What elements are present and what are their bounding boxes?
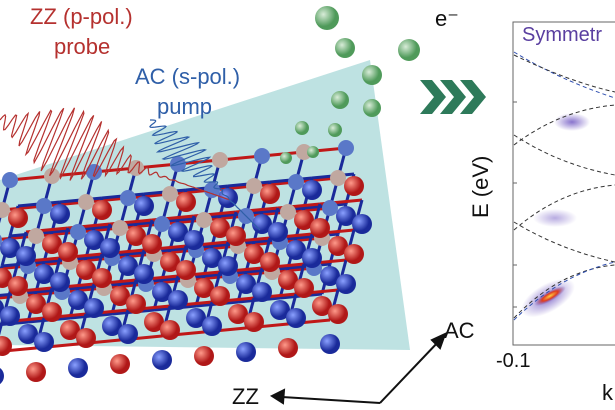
- y-ticks: [513, 101, 517, 308]
- pump-label: AC (s-pol.): [135, 64, 241, 89]
- ac-axis-label: AC: [444, 318, 475, 343]
- electron-label: e⁻: [435, 6, 459, 31]
- x-axis-label: k: [602, 380, 613, 405]
- zz-axis-label: ZZ: [232, 384, 259, 409]
- photoelectrons: [280, 6, 420, 164]
- plot-title: Symmetr: [522, 24, 602, 46]
- pump-label-2: pump: [157, 94, 213, 119]
- probe-label-2: probe: [54, 34, 111, 59]
- crystal-lattice: [0, 140, 372, 384]
- band-dispersion-lines: [513, 51, 615, 321]
- x-tick-left: -0.1: [496, 350, 531, 372]
- probe-wavepacket: [0, 107, 231, 201]
- pump-wavepacket: [149, 119, 261, 231]
- direction-chevrons-icon: [420, 80, 486, 114]
- y-axis-label: E (eV): [468, 155, 493, 218]
- probe-label: ZZ (p-pol.): [30, 4, 133, 29]
- crystal-axes-arrows: [269, 332, 447, 405]
